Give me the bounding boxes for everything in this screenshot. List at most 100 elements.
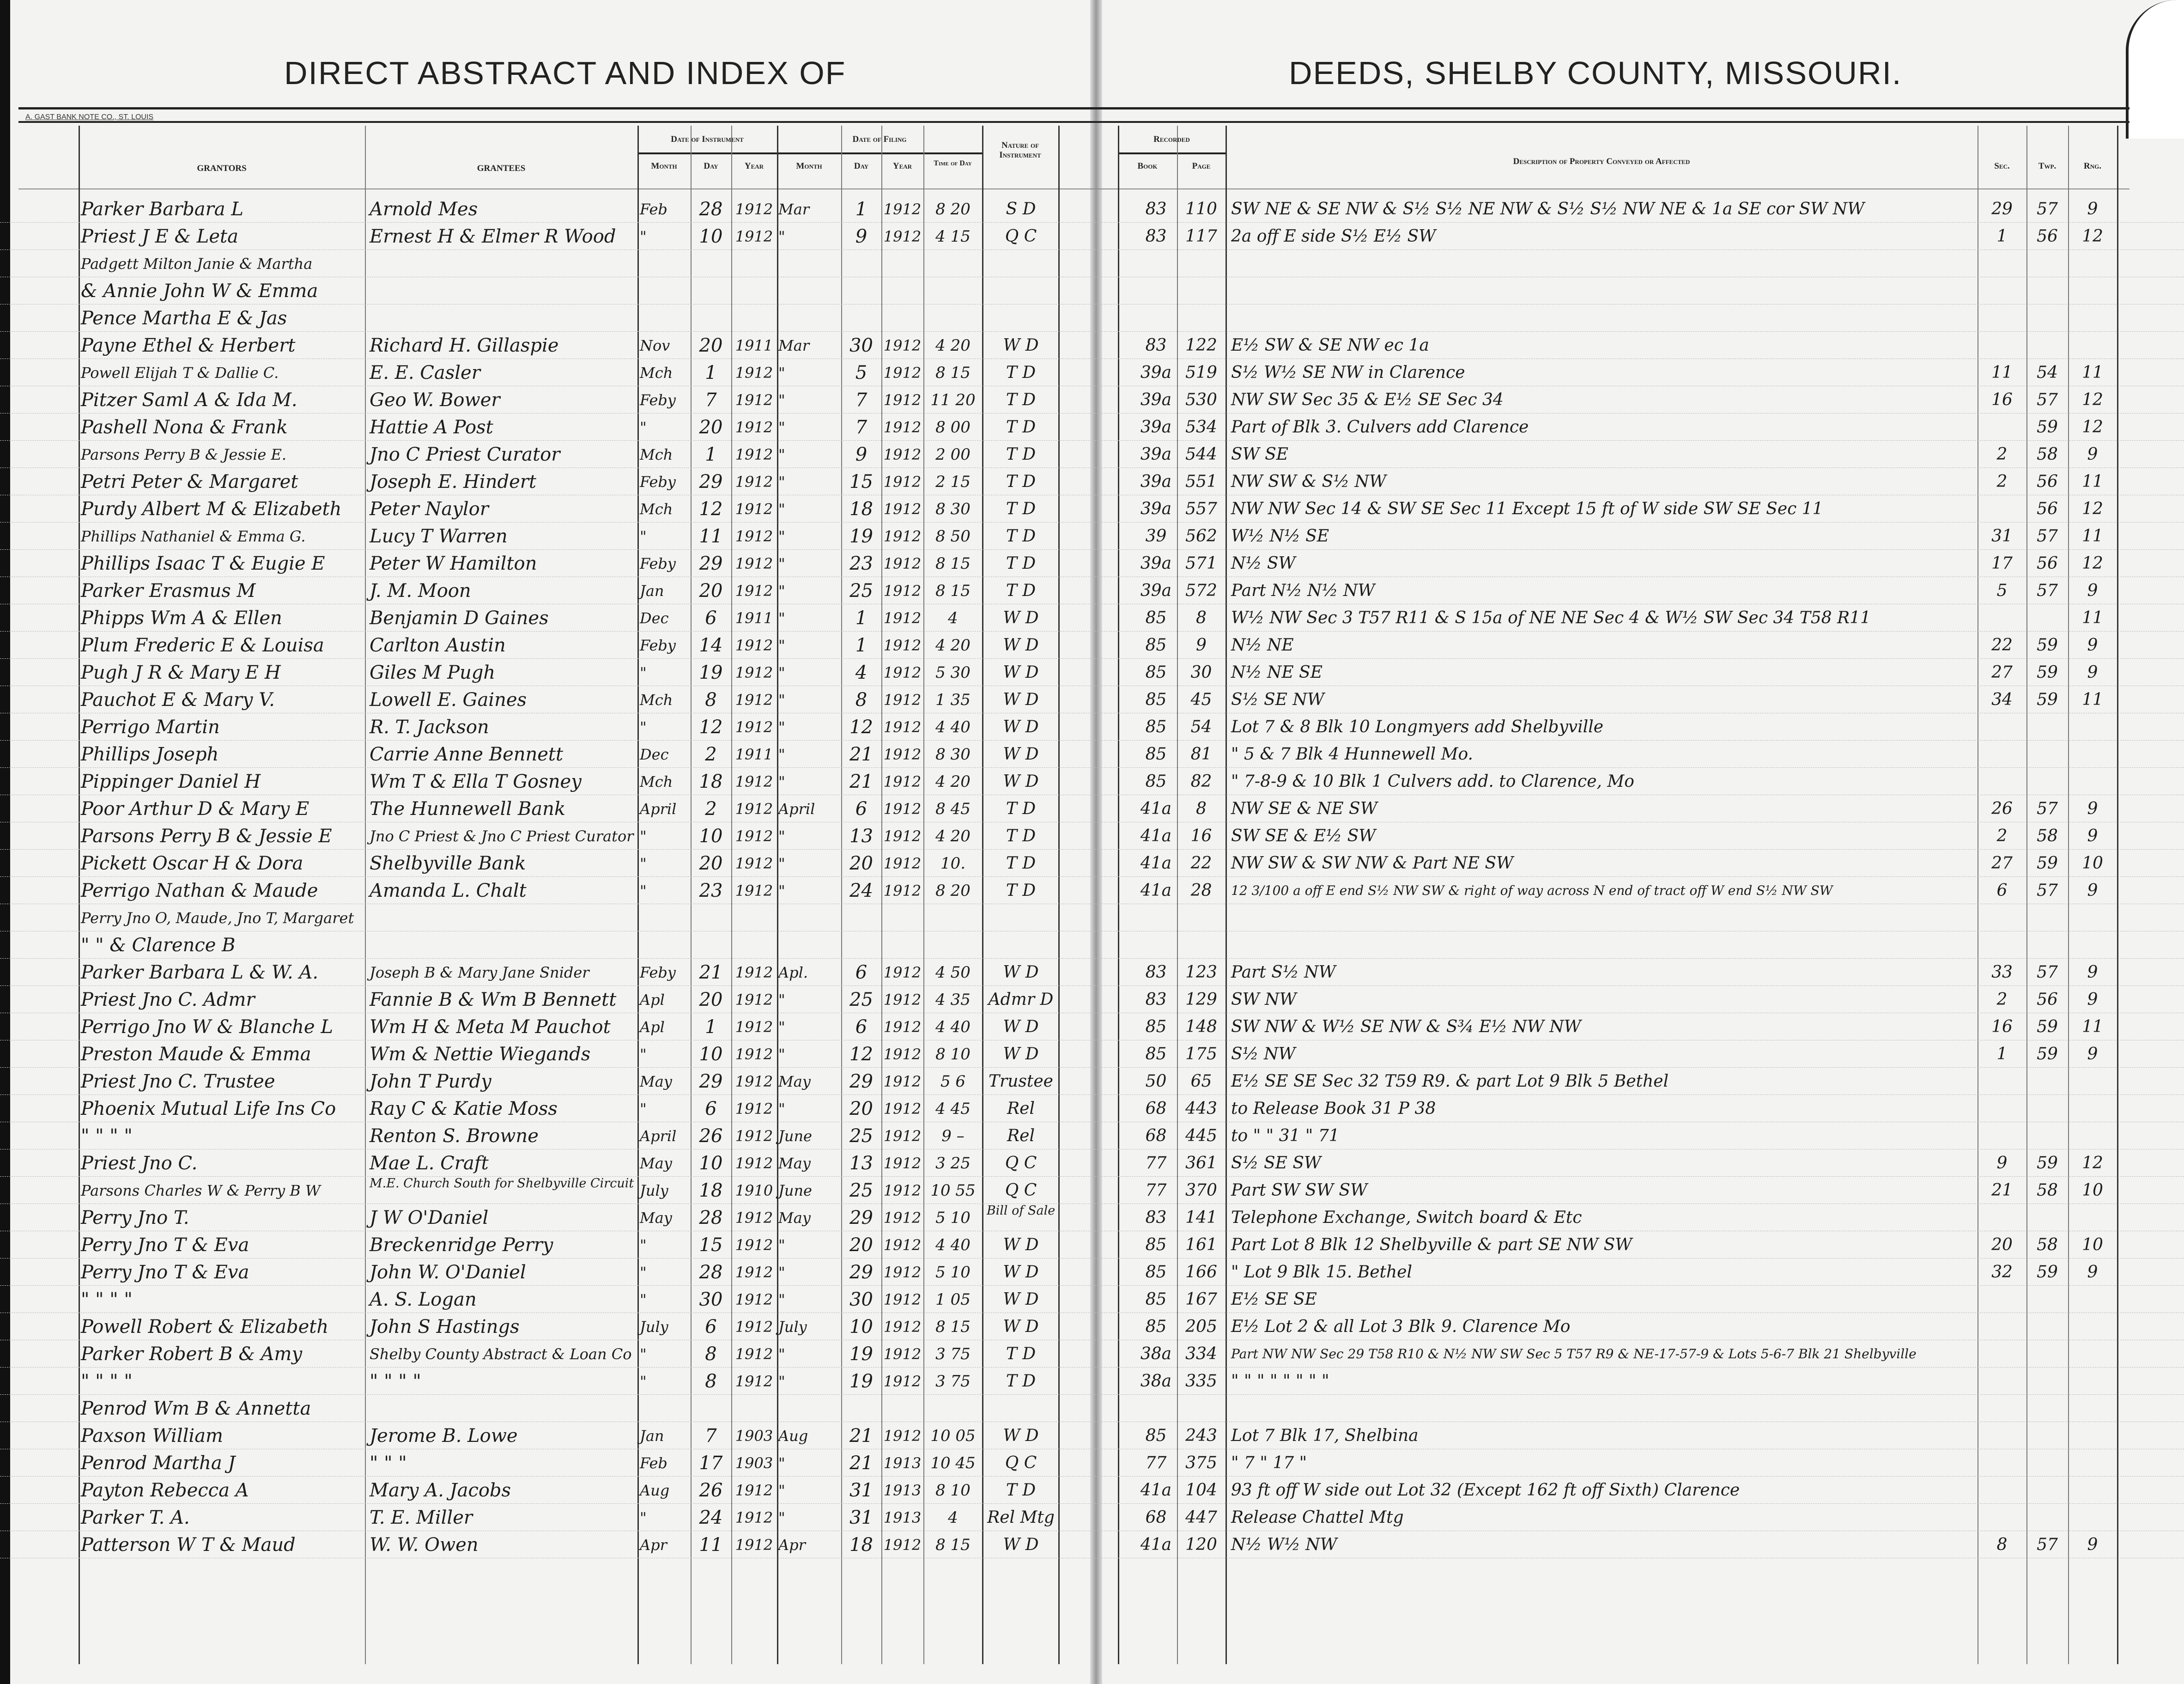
filing-year: 1912 <box>883 528 922 545</box>
filing-time: 4 35 <box>935 991 971 1009</box>
header-book: Book <box>1137 161 1158 171</box>
property-description: to " " 31 " 71 <box>1231 1126 1340 1145</box>
rule-fyr <box>881 126 882 1664</box>
recorded-page: 22 <box>1190 854 1212 873</box>
grantor-cell: Parker Robert B & Amy <box>81 1344 303 1365</box>
grantee-cell: " " " <box>370 1453 407 1474</box>
filing-day: 29 <box>849 1207 873 1228</box>
filing-day: 10 <box>849 1316 873 1337</box>
instrument-nature: T D <box>1006 472 1036 491</box>
header-page: Page <box>1192 161 1211 171</box>
grantee-cell: Breckenridge Perry <box>370 1234 553 1256</box>
rule-fday <box>841 126 842 1664</box>
grantee-cell: M.E. Church South for Shelbyville Circui… <box>370 1176 634 1191</box>
deed-entry-row: Pippinger Daniel H Wm T & Ella T Gosney Mc… <box>0 767 2184 795</box>
filing-time: 8 20 <box>935 882 971 900</box>
property-description: NW SW & S½ NW <box>1231 472 1387 491</box>
printer-imprint: A. GAST BANK NOTE CO., ST. LOUIS <box>25 113 154 121</box>
filing-month: June <box>778 1182 812 1199</box>
header-twp: Twp. <box>2038 161 2057 171</box>
filing-month: " <box>778 555 785 572</box>
grantor-cell: Priest Jno C. Admr <box>81 989 255 1010</box>
grantor-cell: Poor Arthur D & Mary E <box>81 798 309 820</box>
township: 56 <box>2037 227 2058 246</box>
instrument-day: 14 <box>699 635 723 656</box>
filing-time: 4 20 <box>935 636 971 655</box>
filing-year: 1912 <box>883 1100 922 1118</box>
filing-time: 4 20 <box>935 772 971 791</box>
instrument-month: " <box>640 1509 647 1526</box>
range: 9 <box>2087 1263 2098 1282</box>
instrument-day: 28 <box>699 1262 723 1283</box>
township: 59 <box>2037 1154 2058 1173</box>
deed-entry-row: Parker Barbara L Arnold Mes Feb 28 1912 Mar 1 1… <box>0 195 2184 223</box>
recorded-page: 120 <box>1185 1535 1217 1554</box>
header-filing-year: Year <box>892 161 912 171</box>
instrument-day: 11 <box>699 1534 723 1556</box>
filing-year: 1912 <box>883 446 922 463</box>
property-description: E½ SE SE Sec 32 T59 R9. & part Lot 9 Blk… <box>1231 1072 1669 1091</box>
instrument-month: Feb <box>640 1454 667 1472</box>
filing-day: 20 <box>849 1098 873 1119</box>
instrument-nature: W D <box>1003 1535 1039 1554</box>
instrument-year: 1912 <box>735 1236 773 1254</box>
filing-month: " <box>778 1509 785 1526</box>
recorded-book: 68 <box>1145 1126 1167 1145</box>
section: 11 <box>1991 363 2013 382</box>
recorded-page: 361 <box>1185 1154 1217 1173</box>
recorded-book: 85 <box>1145 1426 1167 1445</box>
filing-year: 1913 <box>883 1509 922 1526</box>
deed-entry-row: Payton Rebecca A Mary A. Jacobs Aug 26 1912 "… <box>0 1476 2184 1504</box>
recorded-book: 50 <box>1145 1072 1167 1091</box>
recorded-page: 243 <box>1185 1426 1217 1445</box>
filing-time: 4 <box>948 609 958 627</box>
deed-entry-row: Purdy Albert M & Elizabeth Peter Naylor Mc… <box>0 495 2184 523</box>
filing-year: 1912 <box>883 1182 922 1199</box>
grantor-cell: Penrod Martha J <box>81 1453 236 1474</box>
grantor-cell: Priest Jno C. <box>81 1153 198 1174</box>
instrument-nature: W D <box>1003 1317 1039 1336</box>
instrument-month: Jan <box>640 1427 664 1445</box>
page-corner <box>2126 0 2184 139</box>
township: 59 <box>2037 418 2058 437</box>
grantee-cell: J W O'Daniel <box>370 1207 489 1228</box>
instrument-month: " <box>640 827 647 845</box>
grantor-cell: Parsons Charles W & Perry B W <box>81 1182 321 1199</box>
filing-time: 3 75 <box>935 1372 971 1391</box>
recorded-book: 85 <box>1145 1317 1167 1336</box>
instrument-month: Nov <box>640 337 670 354</box>
township: 59 <box>2037 1017 2058 1036</box>
filing-month: " <box>778 1373 785 1390</box>
section: 17 <box>1991 554 2013 573</box>
deed-entry-row: Parker Erasmus M J. M. Moon Jan 20 1912 " 25 19… <box>0 577 2184 604</box>
grantor-cell: Perry Jno T & Eva <box>81 1262 249 1283</box>
deed-entry-row: & Annie John W & Emma <box>0 277 2184 304</box>
filing-day: 13 <box>849 1153 873 1174</box>
filing-day: 25 <box>849 1125 873 1147</box>
instrument-year: 1912 <box>735 1155 773 1172</box>
header-recorded: Recorded <box>1153 134 1190 144</box>
filing-month: May <box>778 1073 811 1090</box>
deed-entry-row: Perry Jno T & Eva John W. O'Daniel " 28 1912… <box>0 1258 2184 1286</box>
instrument-year: 1912 <box>735 691 773 709</box>
grantee-cell: R. T. Jackson <box>370 717 489 738</box>
property-description: NW SE & NE SW <box>1231 799 1377 818</box>
filing-day: 7 <box>855 417 868 438</box>
instrument-nature: W D <box>1003 636 1039 655</box>
rule-twp <box>2026 126 2027 1664</box>
deed-entry-row: Padgett Milton Janie & Martha <box>0 249 2184 277</box>
section: 21 <box>1991 1181 2013 1200</box>
filing-month: " <box>778 1046 785 1063</box>
filing-year: 1912 <box>883 419 922 436</box>
recorded-book: 41a <box>1140 1481 1172 1500</box>
filing-month: April <box>778 800 815 818</box>
grantor-cell: Perry Jno T & Eva <box>81 1234 249 1256</box>
recorded-book: 68 <box>1145 1508 1167 1527</box>
grantee-cell: Fannie B & Wm B Bennett <box>370 989 617 1010</box>
recorded-page: 9 <box>1196 636 1207 655</box>
instrument-day: 20 <box>699 417 723 438</box>
recorded-book: 85 <box>1145 663 1167 682</box>
instrument-day: 28 <box>699 199 723 220</box>
filing-time: 8 45 <box>935 800 971 818</box>
instrument-year: 1912 <box>735 1100 773 1118</box>
